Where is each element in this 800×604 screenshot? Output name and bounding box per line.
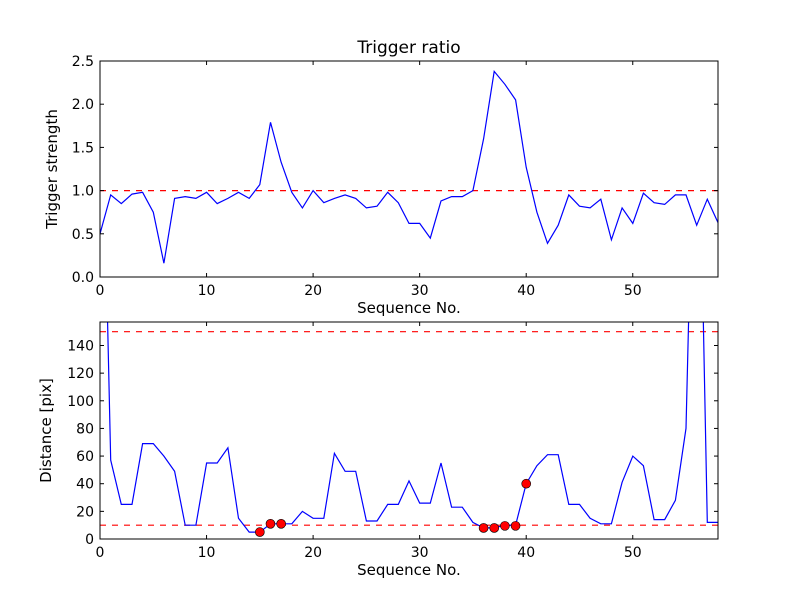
y-tick-label: 60 xyxy=(76,449,94,465)
series-line xyxy=(106,322,718,533)
axes-frame xyxy=(99,60,719,278)
x-tick-label: 20 xyxy=(304,545,322,561)
data-point xyxy=(478,523,489,533)
series-line xyxy=(100,69,718,264)
data-point xyxy=(276,518,286,529)
y-tick-label: 140 xyxy=(67,338,94,354)
x-tick-label: 30 xyxy=(411,283,429,299)
data-point xyxy=(510,521,521,531)
x-axis-label: Sequence No. xyxy=(357,299,461,317)
axes-2: 0 10 20 30 40 50 0 20 40 60 80 100 120 140 Sequence No… xyxy=(37,321,719,579)
y-tick-label: 1.5 xyxy=(72,140,94,156)
data-point xyxy=(521,478,532,489)
x-tick-label: 50 xyxy=(624,545,642,561)
chart-title: Trigger ratio xyxy=(356,38,460,58)
x-tick-label: 20 xyxy=(304,283,322,299)
y-tick-label: 0.5 xyxy=(72,227,94,243)
y-tick-label: 20 xyxy=(76,504,94,520)
data-point xyxy=(500,521,510,531)
x-tick-label: 10 xyxy=(198,283,216,299)
y-axis-label: Distance [pix] xyxy=(37,378,55,483)
y-tick-label: 80 xyxy=(76,421,94,437)
y-tick-label: 0 xyxy=(85,532,94,548)
y-tick-label: 120 xyxy=(67,366,94,382)
x-tick-label: 50 xyxy=(624,283,642,299)
axes-frame xyxy=(99,321,719,540)
y-tick-label: 100 xyxy=(67,394,94,410)
y-axis-label: Trigger strength xyxy=(43,109,61,230)
y-tick-label: 40 xyxy=(76,477,94,493)
x-tick-label: 40 xyxy=(517,283,535,299)
y-tick-label: 0.0 xyxy=(72,270,94,286)
x-tick-label: 30 xyxy=(411,545,429,561)
data-point xyxy=(265,518,276,529)
y-tick-label: 2.0 xyxy=(72,97,94,113)
x-tick-label: 40 xyxy=(517,545,535,561)
data-point xyxy=(489,523,500,533)
x-axis-label: Sequence No. xyxy=(357,561,461,579)
axes-1: 0 10 20 30 40 50 0.0 0.5 1.0 1.5 2.0 2.5 Trigger rat… xyxy=(43,38,719,317)
x-tick-label: 0 xyxy=(96,283,105,299)
x-tick-label: 10 xyxy=(198,545,216,561)
data-point xyxy=(255,527,265,537)
y-tick-label: 1.0 xyxy=(72,184,94,200)
x-tick-label: 0 xyxy=(96,545,105,561)
y-tick-label: 2.5 xyxy=(72,54,94,70)
